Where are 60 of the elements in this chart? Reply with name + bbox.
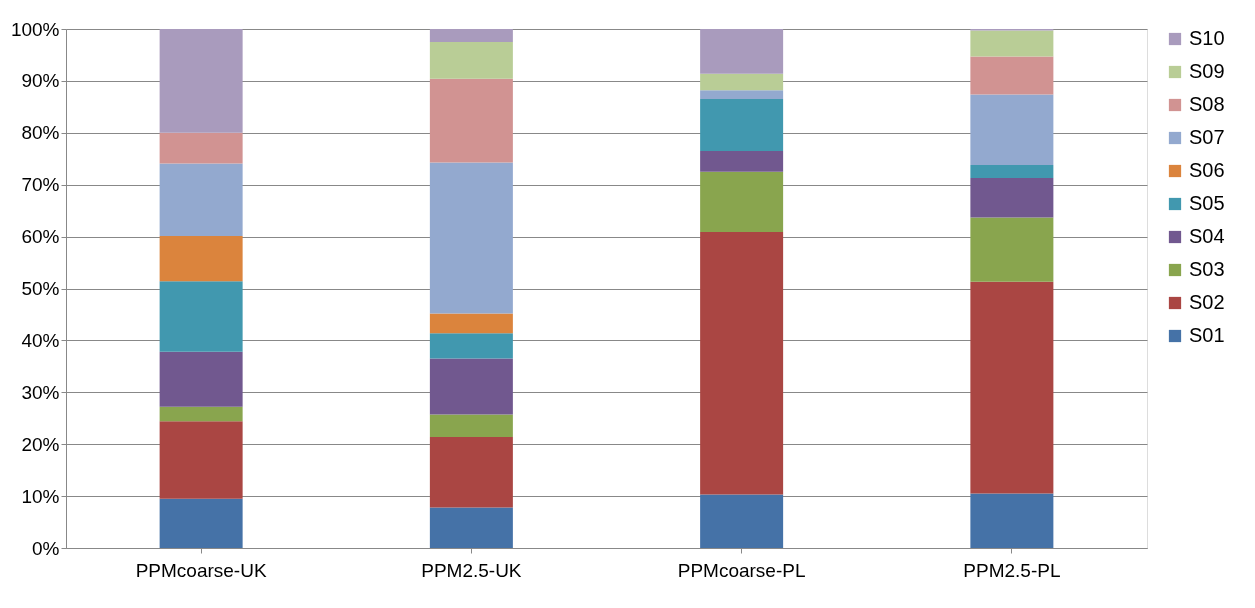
bar	[429, 313, 513, 334]
bar	[970, 177, 1054, 218]
bar	[159, 29, 243, 133]
bar	[159, 163, 243, 237]
bar	[429, 78, 513, 163]
bar	[700, 231, 784, 495]
bar	[159, 406, 243, 422]
bar	[700, 494, 784, 548]
bar	[429, 333, 513, 359]
legend-label: S06	[1189, 159, 1225, 181]
legend-label: S03	[1189, 258, 1225, 280]
x-tick-label: PPM2.5-PL	[963, 559, 1061, 581]
y-tick-label: 10%	[21, 485, 60, 507]
bar	[429, 162, 513, 314]
bar	[429, 507, 513, 548]
bar	[159, 281, 243, 352]
bar	[159, 351, 243, 407]
bar	[429, 436, 513, 508]
legend-label: S05	[1189, 192, 1225, 214]
bar	[970, 30, 1054, 57]
legend-label: S07	[1189, 126, 1225, 148]
legend-label: S08	[1189, 93, 1225, 115]
legend-label: S01	[1189, 324, 1225, 346]
y-tick-label: 50%	[21, 278, 60, 299]
bar	[429, 358, 513, 415]
y-tick-label: 20%	[21, 433, 60, 455]
x-tick-label: PPMcoarse-PL	[677, 559, 806, 581]
y-tick-label: 40%	[21, 329, 60, 351]
bar	[970, 217, 1054, 282]
legend-label: S10	[1189, 27, 1225, 49]
bar	[429, 414, 513, 437]
bar	[970, 493, 1054, 548]
bar	[970, 94, 1054, 165]
bar	[700, 90, 784, 100]
y-tick-label: 70%	[21, 174, 60, 196]
bar	[429, 29, 513, 42]
bar	[700, 29, 784, 74]
bar	[159, 498, 243, 548]
bar	[700, 171, 784, 232]
y-tick-label: 90%	[21, 70, 60, 92]
bar	[159, 421, 243, 499]
y-tick-label: 30%	[21, 381, 60, 403]
bar	[159, 132, 243, 164]
legend-label: S02	[1189, 291, 1225, 313]
x-tick-label: PPMcoarse-UK	[135, 559, 267, 581]
x-tick-label: PPM2.5-UK	[421, 559, 522, 581]
y-tick-label: 0%	[32, 537, 60, 559]
bar	[700, 150, 784, 172]
bar	[970, 281, 1054, 494]
bar	[159, 236, 243, 282]
y-tick-label: 100%	[10, 18, 60, 40]
legend-label: S04	[1189, 225, 1225, 247]
y-tick-label: 80%	[21, 122, 60, 144]
bar	[429, 41, 513, 79]
bar	[700, 73, 784, 91]
bar	[700, 99, 784, 151]
legend-label: S09	[1189, 60, 1225, 82]
y-tick-label: 60%	[21, 226, 60, 248]
bar	[970, 164, 1054, 178]
bar	[970, 56, 1054, 95]
